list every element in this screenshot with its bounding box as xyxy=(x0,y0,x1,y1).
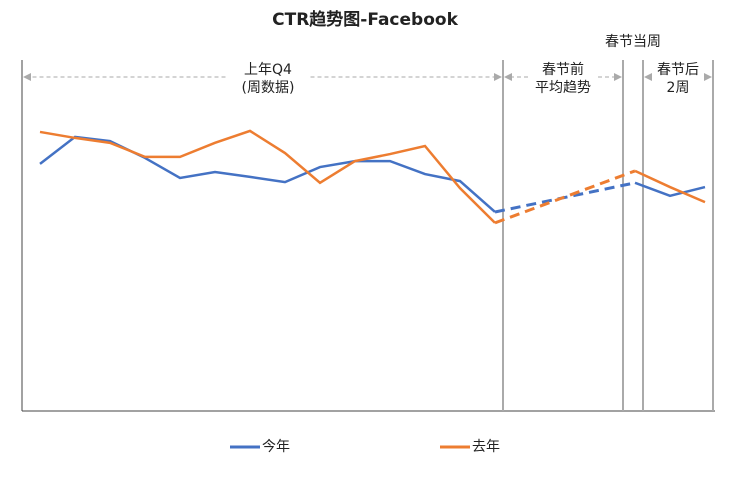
annotation: 春节后 xyxy=(657,62,699,78)
series-line xyxy=(634,169,706,204)
annotation: 春节当周 xyxy=(605,34,661,50)
series-line xyxy=(39,129,496,224)
gap-trend-line xyxy=(494,169,636,225)
gap-trend-line xyxy=(494,181,636,214)
annotation: 春节前 xyxy=(542,61,584,78)
annotation: 平均趋势 xyxy=(535,80,591,96)
annotation: 2周 xyxy=(667,80,690,96)
series-line xyxy=(634,181,706,198)
chart-title: CTR趋势图-Facebook xyxy=(272,9,458,30)
legend-label: 去年 xyxy=(472,439,500,455)
section-dividers xyxy=(502,60,714,411)
annotation: (周数据) xyxy=(242,80,295,96)
legend-label: 今年 xyxy=(262,439,290,455)
annotation: 上年Q4 xyxy=(244,62,292,78)
